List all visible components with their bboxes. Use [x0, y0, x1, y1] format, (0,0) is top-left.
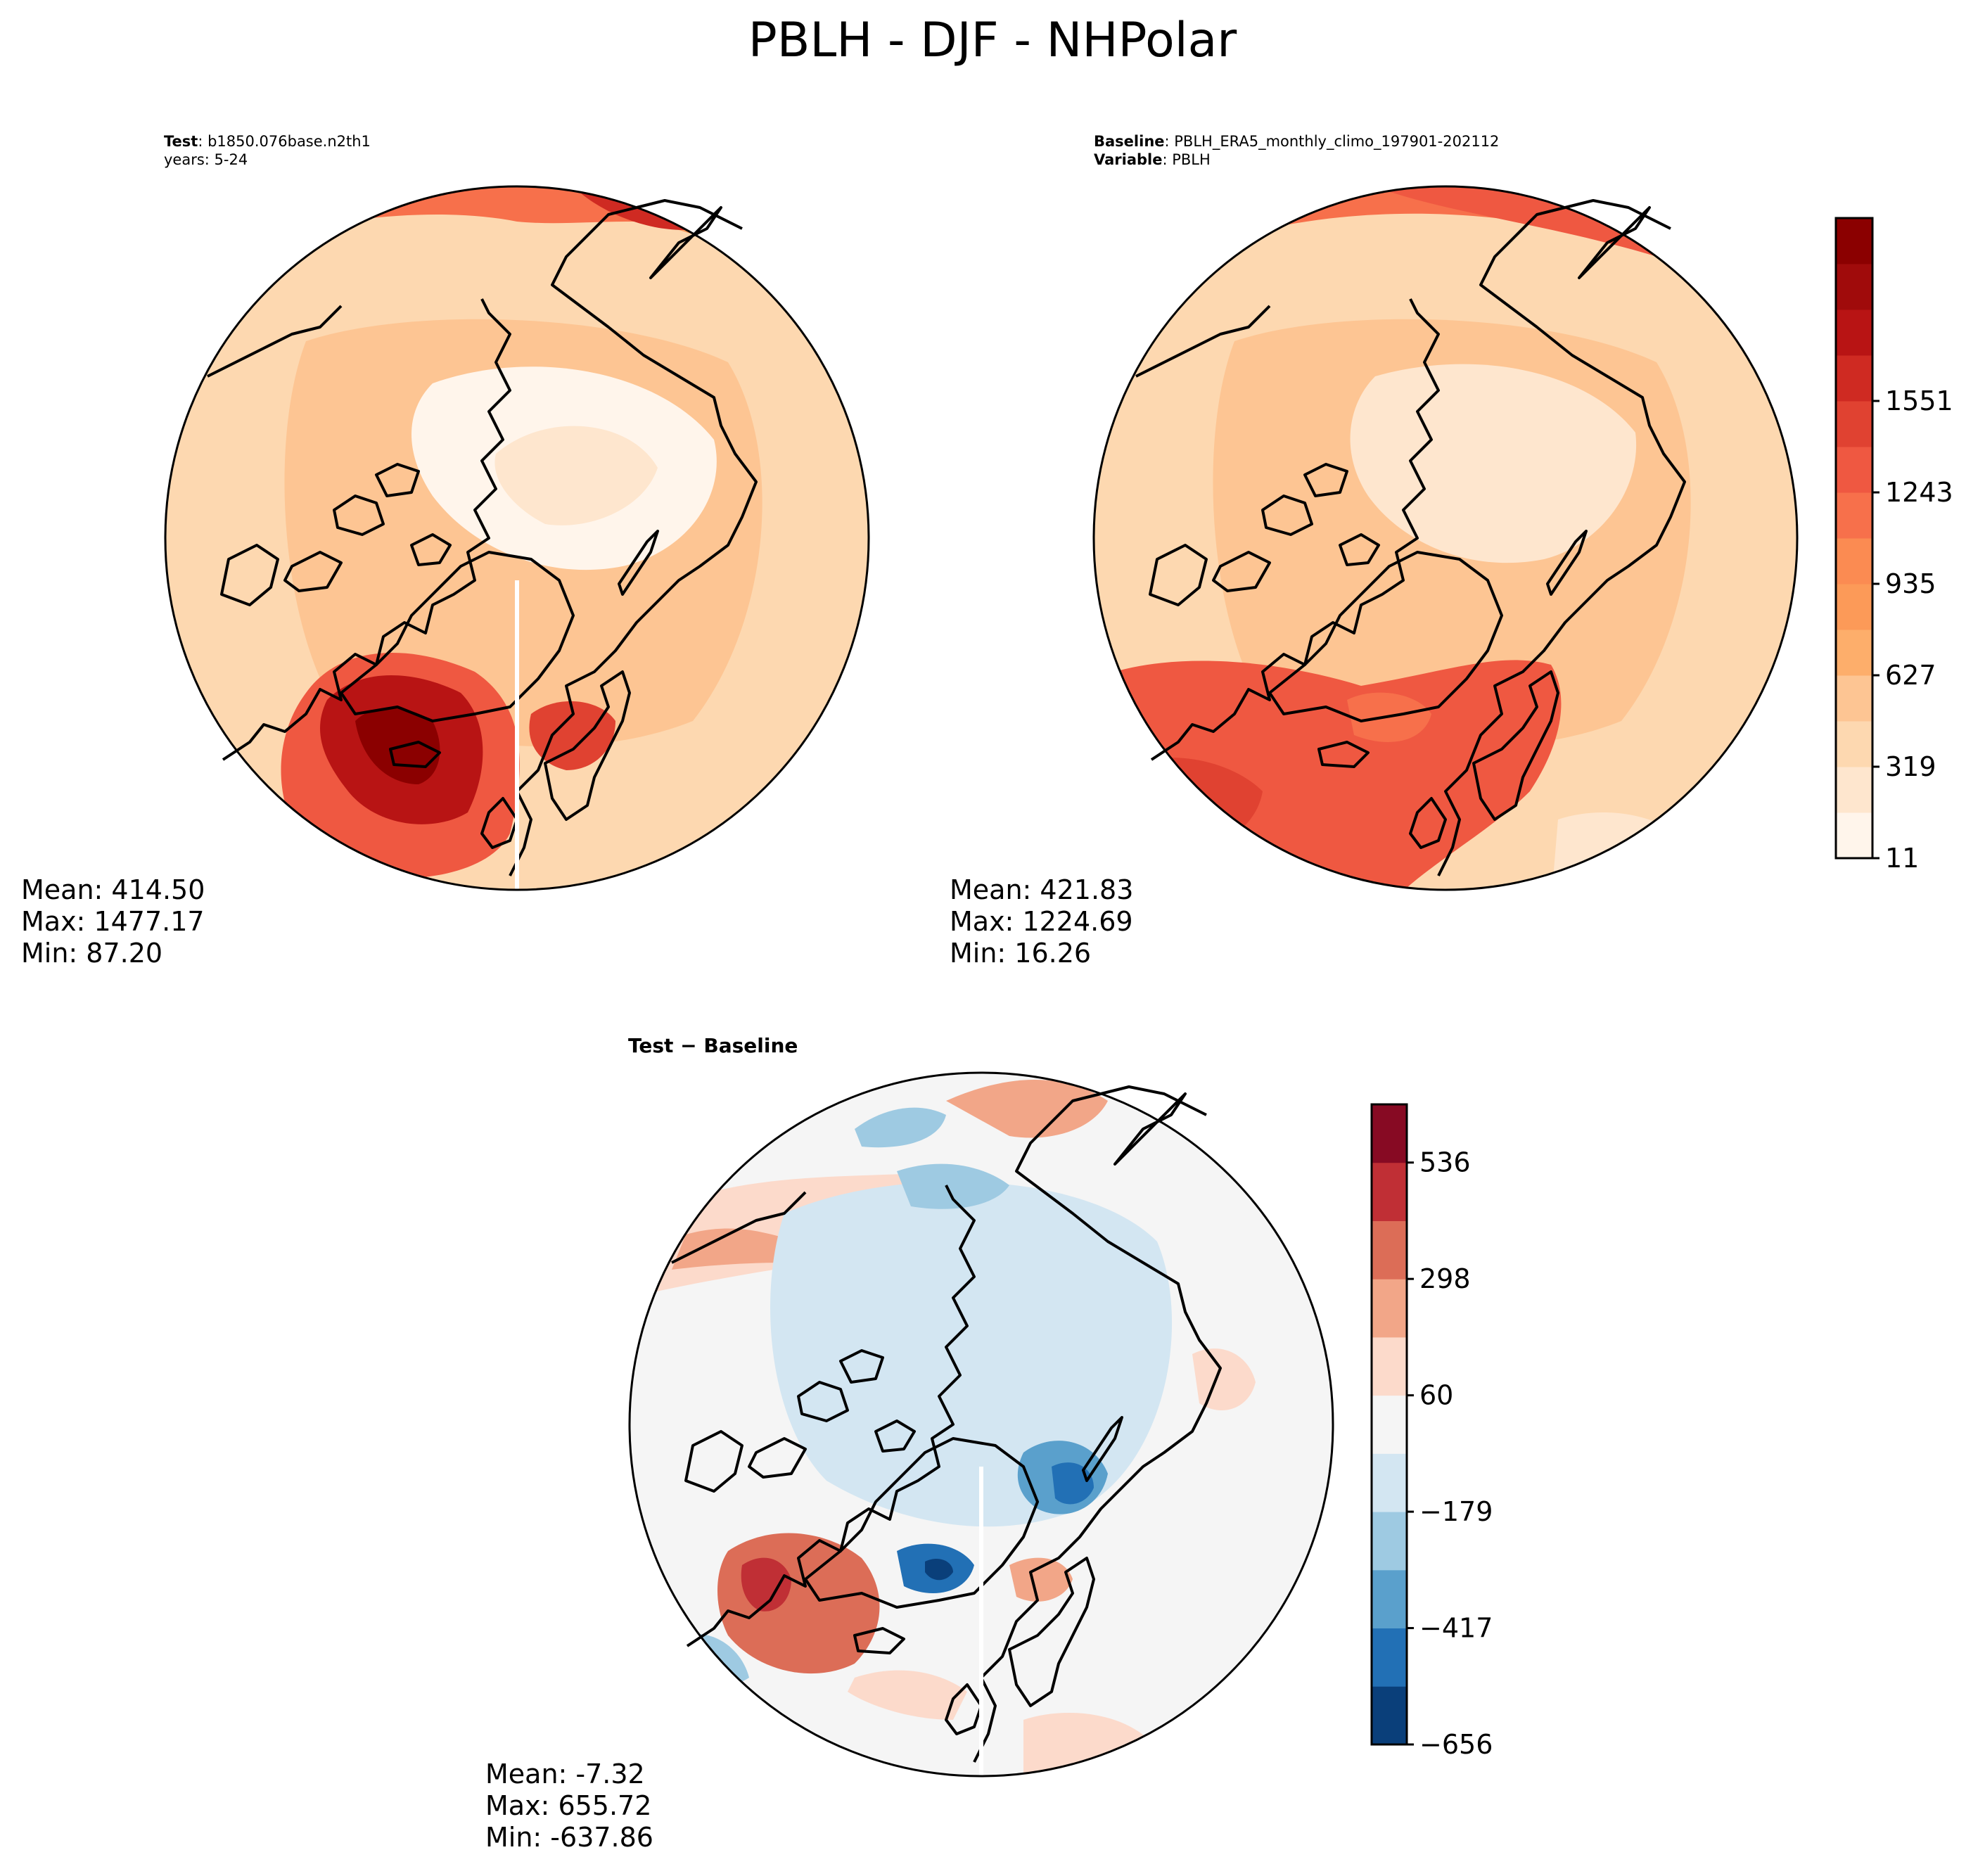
colorbar-tick-label: 60: [1419, 1380, 1453, 1411]
diff-mean: Mean: -7.32: [485, 1759, 645, 1789]
figure-title: PBLH - DJF - NHPolar: [748, 13, 1237, 68]
colorbar-segment: [1836, 264, 1872, 310]
test-years: years: 5-24: [164, 151, 248, 168]
colorbar-segment: [1372, 1336, 1407, 1396]
colorbar-tick-label: −417: [1419, 1613, 1493, 1644]
colorbar-tick-label: 298: [1419, 1263, 1471, 1294]
baseline-max: Max: 1224.69: [950, 906, 1133, 937]
colorbar-tick-label: 319: [1885, 751, 1936, 782]
colorbar-tick-label: 1243: [1885, 477, 1953, 508]
diff-map: [628, 1071, 1334, 1790]
baseline-variable: Variable: PBLH: [1094, 151, 1211, 168]
colorbar-tick-label: −656: [1419, 1729, 1493, 1760]
colorbar-tick-label: −179: [1419, 1496, 1493, 1527]
test-label: Test: b1850.076base.n2th1: [164, 133, 371, 150]
diff-max: Max: 655.72: [485, 1790, 651, 1821]
colorbar-segment: [1836, 584, 1872, 630]
colorbar-frame: [1370, 1103, 1408, 1746]
colorbar-tick-label: 935: [1885, 568, 1936, 599]
diff-colorbar: −656 −417 −179 60 298 536: [1370, 1103, 1493, 1760]
colorbar-segment: [1836, 492, 1872, 539]
colorbar-tick-label: 1551: [1885, 385, 1953, 416]
colorbar-tick-label: 11: [1885, 843, 1919, 874]
colorbar-tick-label: 536: [1419, 1147, 1471, 1178]
colorbar-segment: [1372, 1512, 1407, 1571]
colorbar-segment: [1836, 310, 1872, 356]
panel-diff: Test − Baseline: [485, 1034, 1493, 1853]
colorbar-segment: [1836, 401, 1872, 447]
test-mean: Mean: 414.50: [21, 874, 205, 905]
colorbar-segment: [1372, 1220, 1407, 1280]
panel-test: Test: b1850.076base.n2th1 years: 5-24: [21, 133, 870, 969]
test-map: [164, 185, 870, 890]
colorbar-segment: [1836, 538, 1872, 585]
colorbar-segment: [1372, 1395, 1407, 1454]
colorbar-segment: [1836, 721, 1872, 767]
colorbar-segment: [1372, 1162, 1407, 1221]
colorbar-segment: [1372, 1279, 1407, 1338]
panel-baseline: Baseline: PBLH_ERA5_monthly_climo_197901…: [950, 133, 1953, 969]
baseline-label: Baseline: PBLH_ERA5_monthly_climo_197901…: [1094, 133, 1499, 151]
diff-min: Min: -637.86: [485, 1822, 653, 1853]
colorbar-segment: [1836, 630, 1872, 676]
colorbar-tick-label: 627: [1885, 660, 1936, 691]
colorbar-segment: [1372, 1104, 1407, 1163]
colorbar-segment: [1836, 447, 1872, 493]
baseline-mean: Mean: 421.83: [950, 874, 1133, 905]
baseline-min: Min: 16.26: [950, 938, 1091, 969]
colorbar-segment: [1836, 355, 1872, 402]
colorbar-segment: [1836, 767, 1872, 813]
colorbar-segment: [1836, 812, 1872, 859]
colorbar-segment: [1372, 1453, 1407, 1512]
colorbar-segment: [1372, 1628, 1407, 1687]
baseline-colorbar: 11 319 627 935 1243 1551: [1834, 217, 1953, 874]
diff-label: Test − Baseline: [628, 1034, 798, 1057]
colorbar-frame: [1834, 217, 1874, 860]
colorbar-segment: [1836, 675, 1872, 722]
colorbar-segment: [1836, 218, 1872, 264]
colorbar-segment: [1372, 1569, 1407, 1629]
test-min: Min: 87.20: [21, 938, 162, 969]
test-max: Max: 1477.17: [21, 906, 205, 937]
colorbar-segment: [1372, 1686, 1407, 1745]
baseline-map: [1092, 185, 1799, 891]
